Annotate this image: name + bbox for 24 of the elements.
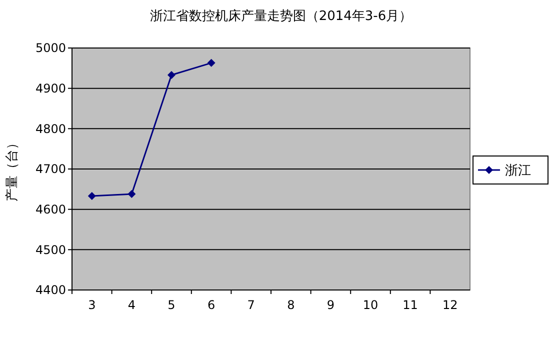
y-tick-label: 4600 bbox=[35, 202, 66, 217]
x-tick-label: 4 bbox=[128, 298, 136, 312]
x-tick-label: 7 bbox=[247, 298, 255, 312]
legend-label: 浙江 bbox=[505, 164, 531, 179]
x-tick-label: 5 bbox=[168, 298, 176, 312]
y-axis-title: 产量（台） bbox=[5, 136, 20, 202]
x-tick-label: 12 bbox=[442, 298, 458, 312]
y-tick-label: 4400 bbox=[35, 283, 66, 298]
point bbox=[207, 58, 216, 67]
x-tick-label: 6 bbox=[207, 298, 216, 312]
y-tick-label: 4800 bbox=[35, 122, 66, 136]
x-tick-label: 11 bbox=[402, 298, 418, 312]
x-tick-label: 9 bbox=[326, 298, 335, 312]
x-tick-label: 10 bbox=[362, 298, 378, 312]
point bbox=[168, 71, 176, 80]
y-tick-label: 4700 bbox=[35, 162, 66, 176]
x-tick-label: 8 bbox=[287, 298, 295, 312]
point bbox=[128, 190, 136, 198]
x-tick-label: 3 bbox=[88, 298, 96, 312]
point bbox=[88, 192, 96, 200]
y-tick-label: 4900 bbox=[35, 82, 66, 96]
y-tick-label: 4500 bbox=[35, 242, 66, 257]
chart-title: 浙江省数控机床产量走势图（2014年3-6月） bbox=[150, 9, 412, 24]
y-tick-label: 5000 bbox=[35, 41, 66, 56]
